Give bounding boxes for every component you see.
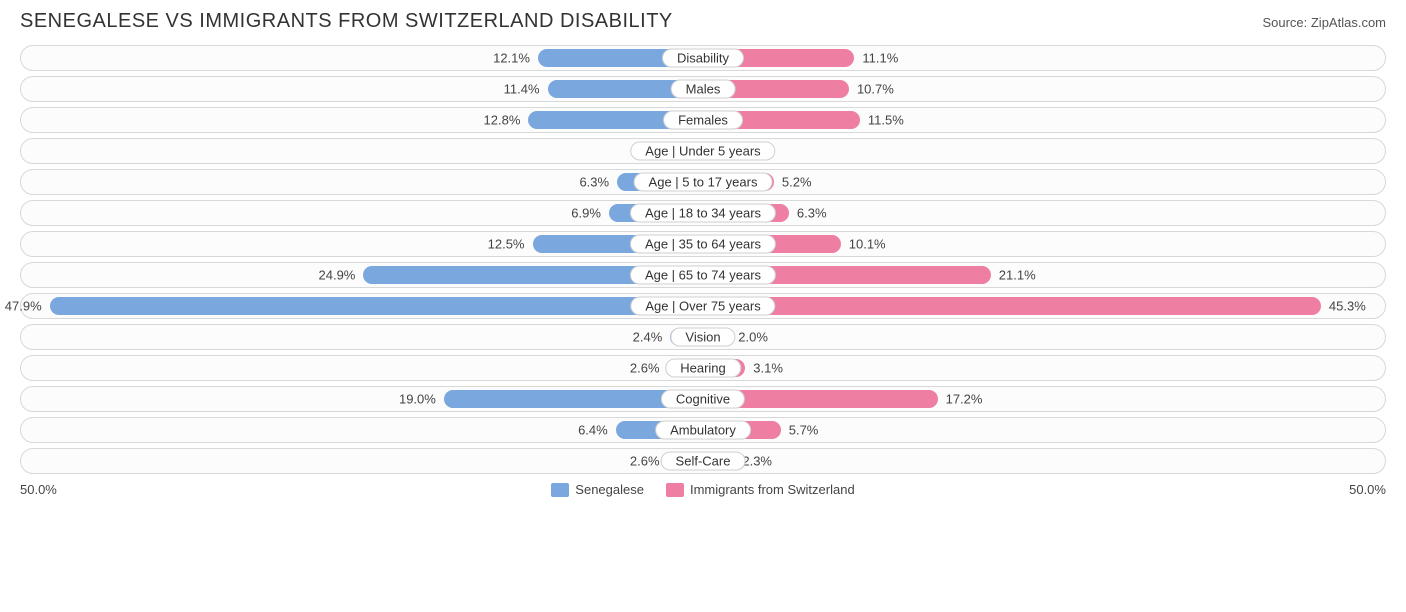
value-left: 12.5% (488, 237, 525, 252)
chart-rows: 12.1% 11.1% Disability 11.4% 10.7% Males 12.8%… (20, 45, 1386, 474)
legend-right-swatch (666, 483, 684, 497)
chart-footer: 50.0% Senegalese Immigrants from Switzer… (20, 482, 1386, 497)
value-left: 6.4% (578, 423, 608, 438)
legend-right: Immigrants from Switzerland (666, 482, 855, 497)
chart-title: SENEGALESE VS IMMIGRANTS FROM SWITZERLAN… (20, 10, 673, 33)
chart-row: 11.4% 10.7% Males (20, 76, 1386, 102)
value-right: 45.3% (1329, 299, 1366, 314)
chart-row: 2.6% 3.1% Hearing (20, 355, 1386, 381)
value-right: 5.7% (789, 423, 819, 438)
category-label: Age | Over 75 years (630, 297, 775, 316)
legend-left: Senegalese (551, 482, 644, 497)
value-right: 10.1% (849, 237, 886, 252)
value-left: 11.4% (504, 82, 540, 97)
category-label: Self-Care (661, 452, 746, 471)
legend-left-label: Senegalese (575, 482, 644, 497)
chart-row: 12.5% 10.1% Age | 35 to 64 years (20, 231, 1386, 257)
chart-row: 47.9%45.3%Age | Over 75 years (20, 293, 1386, 319)
chart-row: 2.6% 2.3%Self-Care (20, 448, 1386, 474)
chart-source: Source: ZipAtlas.com (1262, 15, 1386, 30)
chart-row: 6.9% 6.3% Age | 18 to 34 years (20, 200, 1386, 226)
category-label: Disability (662, 49, 744, 68)
chart-row: 6.3% 5.2% Age | 5 to 17 years (20, 169, 1386, 195)
value-right: 6.3% (797, 206, 827, 221)
category-label: Age | Under 5 years (630, 142, 775, 161)
chart-row: 1.2%1.1%Age | Under 5 years (20, 138, 1386, 164)
chart-row: 19.0% 17.2% Cognitive (20, 386, 1386, 412)
category-label: Males (671, 80, 736, 99)
bar-left (50, 297, 703, 315)
category-label: Age | 18 to 34 years (630, 204, 776, 223)
value-right: 5.2% (782, 175, 812, 190)
chart-container: SENEGALESE VS IMMIGRANTS FROM SWITZERLAN… (0, 0, 1406, 502)
category-label: Age | 35 to 64 years (630, 235, 776, 254)
value-left: 2.6% (630, 454, 660, 469)
value-left: 12.8% (484, 113, 521, 128)
axis-right-max: 50.0% (1349, 482, 1386, 497)
chart-row: 24.9% 21.1% Age | 65 to 74 years (20, 262, 1386, 288)
value-right: 11.5% (868, 113, 904, 128)
bar-right (703, 297, 1321, 315)
category-label: Cognitive (661, 390, 745, 409)
chart-header: SENEGALESE VS IMMIGRANTS FROM SWITZERLAN… (20, 10, 1386, 33)
category-label: Vision (670, 328, 735, 347)
chart-row: 12.8% 11.5% Females (20, 107, 1386, 133)
legend-right-label: Immigrants from Switzerland (690, 482, 855, 497)
legend-left-swatch (551, 483, 569, 497)
value-right: 2.0% (738, 330, 768, 345)
value-left: 6.9% (571, 206, 601, 221)
category-label: Ambulatory (655, 421, 751, 440)
chart-row: 12.1% 11.1% Disability (20, 45, 1386, 71)
axis-left-max: 50.0% (20, 482, 57, 497)
value-right: 11.1% (862, 51, 898, 66)
category-label: Hearing (665, 359, 741, 378)
value-right: 17.2% (946, 392, 983, 407)
chart-row: 2.4% 2.0%Vision (20, 324, 1386, 350)
category-label: Females (663, 111, 743, 130)
value-left: 19.0% (399, 392, 436, 407)
value-left: 2.4% (633, 330, 663, 345)
value-left: 2.6% (630, 361, 660, 376)
chart-legend: Senegalese Immigrants from Switzerland (551, 482, 854, 497)
value-right: 21.1% (999, 268, 1036, 283)
value-left: 12.1% (493, 51, 530, 66)
chart-row: 6.4% 5.7% Ambulatory (20, 417, 1386, 443)
value-right: 3.1% (753, 361, 783, 376)
value-left: 47.9% (5, 299, 42, 314)
category-label: Age | 65 to 74 years (630, 266, 776, 285)
value-right: 10.7% (857, 82, 894, 97)
value-left: 6.3% (579, 175, 609, 190)
value-right: 2.3% (742, 454, 772, 469)
value-left: 24.9% (319, 268, 356, 283)
category-label: Age | 5 to 17 years (634, 173, 773, 192)
